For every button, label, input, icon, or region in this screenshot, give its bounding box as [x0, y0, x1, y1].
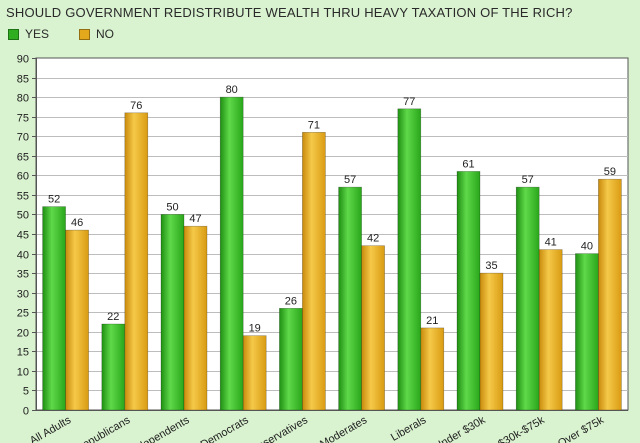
data-label-yes-over-75k: 40: [581, 241, 593, 253]
bar-no-all-adults: [65, 229, 89, 411]
data-label-no-all-adults: 46: [71, 217, 83, 229]
data-label-no-moderates: 42: [367, 233, 379, 245]
y-tick-label: 45: [17, 230, 29, 242]
x-tick-label-under-30k: Under $30k: [432, 414, 488, 443]
y-tick-label: 10: [17, 367, 29, 379]
x-tick-label-moderates: Moderates: [318, 414, 369, 443]
data-label-yes-independents: 50: [166, 201, 178, 213]
bar-no-over-75k: [598, 178, 622, 411]
bar-yes-conservatives: [279, 307, 303, 411]
x-tick-label-30k-75k: $30k-$75k: [496, 414, 547, 443]
y-tick-label: 30: [17, 289, 29, 301]
y-tick-label: 60: [17, 171, 29, 183]
y-tick-label: 90: [17, 54, 29, 66]
bar-no-under-30k: [479, 272, 504, 411]
bar-yes-all-adults: [42, 206, 66, 411]
x-tick-label-liberals: Liberals: [389, 414, 429, 443]
y-tick-label: 20: [17, 328, 29, 340]
y-tick-label: 40: [17, 250, 29, 262]
y-tick-label: 15: [17, 347, 29, 359]
y-tick-label: 70: [17, 132, 29, 144]
data-label-yes-liberals: 77: [403, 96, 415, 108]
y-tick-label: 85: [17, 74, 29, 86]
data-label-no-under-30k: 35: [485, 260, 497, 272]
bar-yes-30k-75k: [515, 186, 540, 411]
bar-yes-under-30k: [456, 171, 481, 411]
data-label-yes-30k-75k: 57: [522, 174, 534, 186]
bar-yes-over-75k: [575, 253, 599, 411]
data-label-yes-under-30k: 61: [462, 158, 474, 170]
x-tick-label-democrats: Democrats: [199, 414, 251, 443]
data-label-no-conservatives: 71: [308, 119, 320, 131]
y-tick-label: 0: [23, 406, 29, 418]
data-label-no-independents: 47: [189, 213, 201, 225]
legend-label-yes: YES: [25, 27, 50, 41]
x-tick-label-republicans: Republicans: [74, 414, 133, 443]
y-tick-label: 25: [17, 308, 29, 320]
data-label-yes-republicans: 22: [107, 311, 119, 323]
data-label-yes-conservatives: 26: [285, 295, 297, 307]
bar-no-independents: [183, 225, 208, 411]
data-label-no-democrats: 19: [249, 323, 261, 335]
data-label-yes-moderates: 57: [344, 174, 356, 186]
legend-swatch-no: [79, 28, 91, 40]
data-label-no-liberals: 21: [426, 315, 438, 327]
bar-no-republicans: [124, 112, 149, 411]
bar-no-30k-75k: [538, 249, 563, 411]
y-tick-label: 50: [17, 210, 29, 222]
bar-yes-moderates: [338, 186, 362, 411]
x-tick-label-independents: Independents: [128, 414, 192, 443]
y-tick-label: 35: [17, 269, 29, 281]
y-tick-label: 75: [17, 113, 29, 125]
data-label-no-republicans: 76: [130, 100, 142, 112]
bar-no-democrats: [242, 335, 267, 411]
data-label-no-30k-75k: 41: [545, 237, 557, 249]
bar-no-liberals: [420, 327, 445, 411]
bar-yes-democrats: [219, 96, 244, 411]
legend-item-yes: YES: [8, 27, 49, 41]
chart-title: SHOULD GOVERNMENT REDISTRIBUTE WEALTH TH…: [6, 5, 573, 20]
bar-no-conservatives: [302, 132, 326, 411]
y-tick-label: 5: [23, 386, 29, 398]
legend-label-no: NO: [96, 27, 115, 41]
bar-yes-republicans: [101, 323, 126, 411]
y-tick-label: 80: [17, 93, 29, 105]
data-label-yes-all-adults: 52: [48, 194, 60, 206]
bar-yes-liberals: [397, 108, 422, 411]
legend-item-no: NO: [79, 27, 114, 41]
legend-swatch-yes: [8, 28, 19, 40]
bar-yes-independents: [160, 214, 185, 411]
data-label-no-over-75k: 59: [604, 166, 616, 178]
x-tick-label-conservatives: Conservatives: [244, 414, 311, 443]
y-tick-label: 65: [17, 152, 29, 164]
data-label-yes-democrats: 80: [226, 84, 238, 96]
x-tick-label-all-adults: All Adults: [28, 414, 74, 443]
y-tick-label: 55: [17, 191, 29, 203]
legend: YES NO: [8, 27, 144, 41]
bar-no-moderates: [361, 245, 385, 411]
x-tick-label-over-75k: Over $75k: [556, 414, 606, 443]
